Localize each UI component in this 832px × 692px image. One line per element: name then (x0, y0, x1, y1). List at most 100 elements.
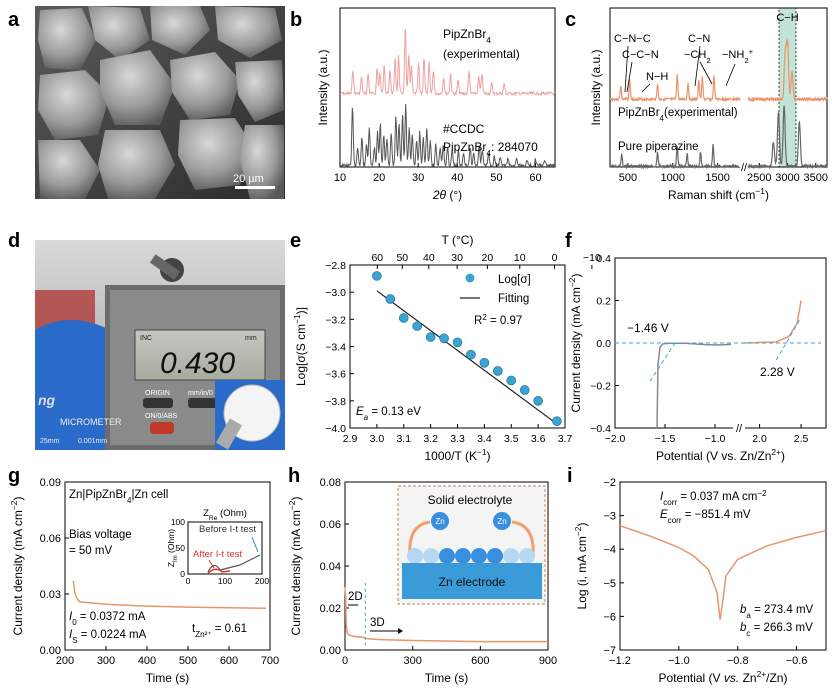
series-line-h (344, 586, 548, 643)
panel-label-c: c (565, 9, 576, 31)
ytick-label-e: −3.8 (325, 396, 346, 408)
ytick-label-i: −4 (603, 544, 616, 556)
legend-label-e-0: Log[σ] (498, 274, 531, 286)
deposit-atom (423, 548, 439, 564)
series-label-raman-exp-part: (experimental) (664, 107, 738, 119)
inset-line-after (207, 568, 231, 574)
ylabel-g: Current density (mA cm−2) (9, 497, 25, 636)
legend-marker-e (465, 273, 475, 283)
series-label-raman-pip: Pure piperazine (618, 141, 699, 153)
label-g-bias: Bias voltage (69, 529, 132, 541)
ylabel-g-part: −2 (9, 500, 19, 510)
anno-ch2-part: 2 (706, 56, 710, 65)
xtick-label-g: 200 (56, 655, 74, 667)
anno-arrow-5 (725, 63, 736, 87)
data-point-e (552, 416, 562, 427)
zn-electrode (402, 563, 542, 599)
xtick-label-c: 2500 (747, 172, 771, 184)
series-line-raman-pip (609, 105, 828, 170)
top-tick-label-e: 30 (451, 252, 463, 264)
fit-line-e (376, 290, 558, 425)
xtick-label-i: −1.2 (609, 655, 631, 667)
panel-label-a: a (8, 9, 20, 31)
xtick-label-e: 3.5 (504, 433, 519, 445)
ylabel-e-part: )] (294, 307, 308, 314)
label-i-ba-part: = 273.4 mV (751, 604, 814, 616)
r2-e-part: R (474, 315, 482, 327)
data-point-e (412, 321, 422, 331)
label-i-icorr-part: −2 (757, 489, 767, 498)
series-label-experimental-1: PipZnBr4 (443, 27, 491, 45)
inset-ylabel-g-part: Z (166, 562, 176, 567)
anno-f-pos: 2.28 V (760, 365, 795, 379)
data-point-e (398, 313, 409, 323)
ea-e-part: = 0.13 eV (368, 406, 421, 418)
range-label: 25mm (40, 438, 60, 445)
label-i-bc-part: c (746, 629, 750, 638)
lcd-display (134, 329, 266, 381)
xtick-label-h: 600 (471, 655, 489, 667)
label-g-is-part: I (69, 629, 73, 641)
axis-break: // (741, 162, 748, 174)
anno-arrow-1 (626, 61, 633, 93)
xlabel-c: Raman shift (cm−1) (668, 186, 769, 202)
zn-ion-1 (493, 512, 511, 530)
ea-e-part: a (364, 413, 369, 422)
xlabel-i-part: Zn (739, 671, 756, 685)
ytick-label-e: −2.8 (325, 260, 346, 272)
xtick-label-i: −0.6 (786, 655, 808, 667)
zn-electrode-label: Zn electrode (439, 575, 506, 589)
inset-xtick-g: 100 (218, 576, 232, 586)
anno-arrow-4 (699, 61, 713, 85)
xlabel-i-part: Potential (V (659, 671, 724, 685)
sem-crystals (38, 6, 284, 199)
data-point-e (372, 271, 382, 281)
chart-f: // −2.0 −1.5 −1.0 2.0 2.5 0.4 0.2 0.0 −0.2 −0.4 Pot… (567, 253, 827, 463)
scale-bar (235, 186, 275, 189)
xtick-label-h: 900 (539, 655, 557, 667)
inset-label-after: After I-t test (193, 549, 242, 560)
label-i-ba: ba = 273.4 mV (740, 604, 814, 620)
inset-title-g-part: Re (209, 515, 218, 522)
series-label-ccdc-2: PipZnBr4: 284070 (443, 140, 538, 158)
ylabel-h-part: ) (289, 497, 303, 501)
series-label-experimental-2: (experimental) (443, 47, 520, 61)
ytick-label-g: 0.09 (40, 477, 61, 489)
deposit-atom (519, 548, 535, 564)
xtick-label-b: 20 (373, 172, 385, 184)
ytick-label-e: −3.0 (325, 287, 346, 299)
series-line-i (619, 524, 827, 620)
series-label-ccdc-2-part: PipZnBr (443, 140, 486, 154)
panel-label-e: e (290, 230, 301, 252)
label-i-bc-part: b (740, 622, 747, 634)
r2-e: R2 = 0.97 (474, 313, 522, 328)
label-g-cell-part: Zn|PipZnBr (69, 489, 127, 501)
xtick-label-h: 0 (342, 655, 348, 667)
btn-mode (188, 398, 218, 408)
xlabel-e-part: ) (487, 449, 491, 463)
data-point-e (452, 337, 463, 348)
label-g-bias2: = 50 mV (69, 545, 112, 557)
xlabel-c-part: ) (765, 188, 769, 202)
label-2d: 2D (348, 591, 363, 603)
ylabel-e: Log[σ(S cm−1)] (292, 307, 308, 386)
xlabel-f-part: ) (781, 449, 785, 463)
panel-label-i: i (567, 465, 573, 487)
top-tick-label-e: 60 (371, 252, 383, 264)
ytick-label-f: 0.2 (596, 296, 611, 308)
series-line-f-pos (742, 300, 802, 344)
ylabel-g-part: ) (11, 497, 25, 501)
series-label-ccdc-2-part: : 284070 (491, 140, 538, 154)
label-g-is: IS = 0.0224 mA (69, 629, 147, 645)
zn-ion-label-0: Zn (435, 517, 444, 526)
ytick-label-h: 0.08 (320, 477, 341, 489)
top-tick-label-e: −10 (583, 252, 601, 264)
label-g-is-part: = 0.0224 mA (78, 629, 147, 641)
series-line-g (72, 580, 266, 609)
xlabel-f-part: Potential (V vs. Zn/Zn (656, 449, 771, 463)
data-point-e (533, 396, 543, 406)
xtick-label-g: 500 (179, 655, 197, 667)
label-i-icorr-part: corr (663, 498, 677, 507)
ytick-label-e: −3.2 (325, 314, 346, 326)
data-point-e (519, 385, 530, 395)
